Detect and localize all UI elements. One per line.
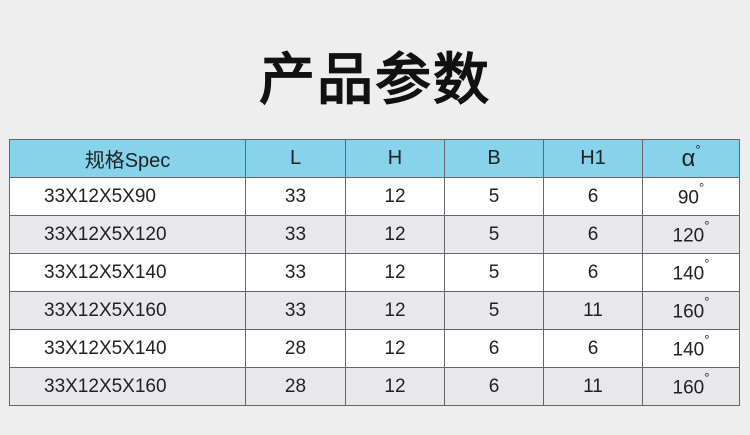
page-title: 产品参数: [259, 48, 491, 113]
cell-angle: 120°: [642, 215, 740, 254]
cell-b: 5: [444, 177, 544, 216]
degree-symbol: °: [704, 293, 710, 309]
cell-spec: 33X12X5X140: [9, 329, 246, 368]
header-angle: α°: [642, 139, 740, 178]
cell-b: 6: [444, 329, 544, 368]
cell-h: 12: [345, 367, 445, 406]
cell-angle: 140°: [642, 329, 740, 368]
table-header-row: 规格Spec L H B H1 α°: [9, 139, 740, 178]
table-row: 33X12X5X120 33 12 5 6 120°: [9, 215, 740, 254]
cell-h1: 6: [543, 177, 643, 216]
cell-h: 12: [345, 177, 445, 216]
table-row: 33X12X5X160 28 12 6 11 160°: [9, 367, 740, 406]
degree-symbol: °: [704, 217, 710, 233]
cell-h1: 11: [543, 367, 643, 406]
cell-angle: 140°: [642, 253, 740, 292]
header-l: L: [245, 139, 346, 178]
cell-spec: 33X12X5X160: [9, 291, 246, 330]
cell-h: 12: [345, 253, 445, 292]
cell-spec: 33X12X5X120: [9, 215, 246, 254]
cell-b: 5: [444, 253, 544, 292]
cell-spec: 33X12X5X90: [9, 177, 246, 216]
table-row: 33X12X5X90 33 12 5 6 90°: [9, 177, 740, 216]
angle-value: 160: [672, 301, 705, 323]
cell-h: 12: [345, 215, 445, 254]
cell-b: 5: [444, 291, 544, 330]
cell-l: 33: [245, 291, 346, 330]
degree-symbol: °: [698, 179, 705, 195]
header-h: H: [345, 139, 445, 178]
header-b: B: [444, 139, 544, 178]
degree-symbol: °: [704, 331, 710, 347]
header-spec: 规格Spec: [9, 139, 246, 178]
cell-angle: 160°: [642, 367, 740, 406]
angle-value: 90: [677, 187, 699, 209]
cell-l: 33: [245, 215, 346, 254]
degree-symbol: °: [704, 255, 710, 271]
cell-h1: 6: [543, 329, 643, 368]
cell-l: 28: [245, 329, 346, 368]
cell-l: 33: [245, 177, 346, 216]
cell-h: 12: [345, 329, 445, 368]
alpha-symbol: α: [681, 144, 696, 172]
degree-symbol: °: [704, 369, 710, 385]
angle-value: 160: [672, 377, 705, 399]
cell-b: 5: [444, 215, 544, 254]
angle-value: 140: [672, 263, 705, 285]
cell-h1: 6: [543, 215, 643, 254]
cell-spec: 33X12X5X160: [9, 367, 246, 406]
header-h1: H1: [543, 139, 643, 178]
cell-angle: 90°: [642, 177, 740, 216]
cell-l: 33: [245, 253, 346, 292]
table-row: 33X12X5X140 33 12 5 6 140°: [9, 253, 740, 292]
table-row: 33X12X5X160 33 12 5 11 160°: [9, 291, 740, 330]
cell-angle: 160°: [642, 291, 740, 330]
degree-symbol: °: [695, 141, 701, 157]
angle-value: 140: [672, 339, 705, 361]
cell-h1: 6: [543, 253, 643, 292]
angle-value: 120: [672, 225, 705, 247]
cell-spec: 33X12X5X140: [9, 253, 246, 292]
spec-table: 规格Spec L H B H1 α° 33X12X5X90 33 12 5 6 90° 33…: [9, 139, 740, 406]
cell-l: 28: [245, 367, 346, 406]
cell-h1: 11: [543, 291, 643, 330]
cell-h: 12: [345, 291, 445, 330]
cell-b: 6: [444, 367, 544, 406]
table-row: 33X12X5X140 28 12 6 6 140°: [9, 329, 740, 368]
